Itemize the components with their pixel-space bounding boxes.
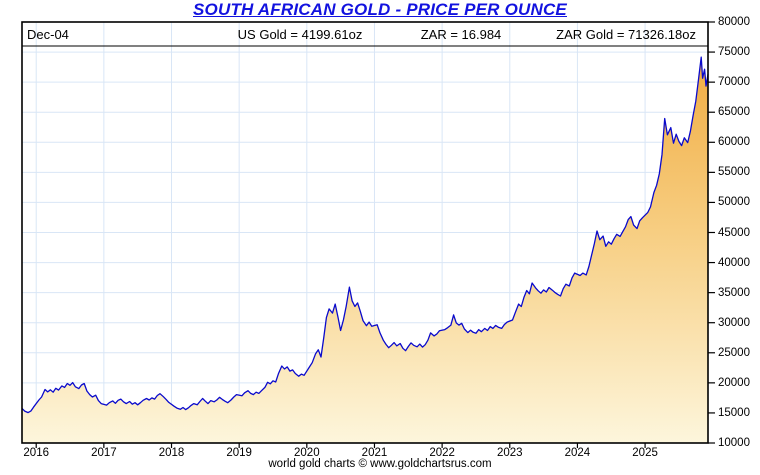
y-axis-label: 25000 (718, 346, 750, 359)
price-line (21, 56, 709, 414)
y-axis-label: 40000 (718, 256, 750, 269)
y-axis-label: 20000 (718, 376, 750, 389)
header-zar-gold-value: ZAR Gold = 71326.18oz (556, 27, 696, 42)
plot-border (21, 21, 709, 444)
chart-credit-footer: world gold charts © www.goldchartsrus.co… (268, 458, 492, 470)
x-axis-label: 2025 (632, 447, 658, 459)
x-axis-label: 2021 (361, 447, 388, 459)
y-axis-label: 80000 (718, 16, 750, 28)
y-axis-label: 75000 (718, 46, 750, 59)
x-axis-label: 2023 (496, 447, 523, 459)
header-date-label: Dec-04 (27, 27, 69, 42)
y-axis-label: 65000 (718, 106, 750, 119)
y-axis-label: 60000 (718, 136, 750, 149)
x-axis-label: 2024 (564, 447, 591, 459)
header-zar-rate-value: ZAR = 16.984 (420, 27, 502, 42)
x-axis-label: 2019 (226, 447, 252, 459)
x-axis-label: 2022 (429, 447, 455, 459)
axis-ticks (35, 21, 715, 448)
y-axis-label: 15000 (718, 406, 750, 419)
y-axis-label: 35000 (718, 286, 750, 299)
y-axis-label: 50000 (718, 196, 750, 209)
x-axis-label: 2020 (294, 447, 320, 459)
y-axis-label: 30000 (718, 316, 750, 329)
y-axis-label: 10000 (718, 437, 750, 449)
header-us-gold-value: US Gold = 4199.61oz (237, 27, 363, 42)
chart-title: SOUTH AFRICAN GOLD - PRICE PER OUNCE (193, 0, 567, 19)
x-axis-label: 2017 (91, 447, 117, 459)
y-axis-label: 45000 (718, 226, 750, 239)
x-axis-label: 2018 (158, 447, 185, 459)
x-axis-label: 2016 (23, 447, 49, 459)
y-axis-label: 55000 (718, 166, 750, 179)
area-fill (22, 57, 708, 443)
y-axis-label: 70000 (718, 76, 750, 89)
